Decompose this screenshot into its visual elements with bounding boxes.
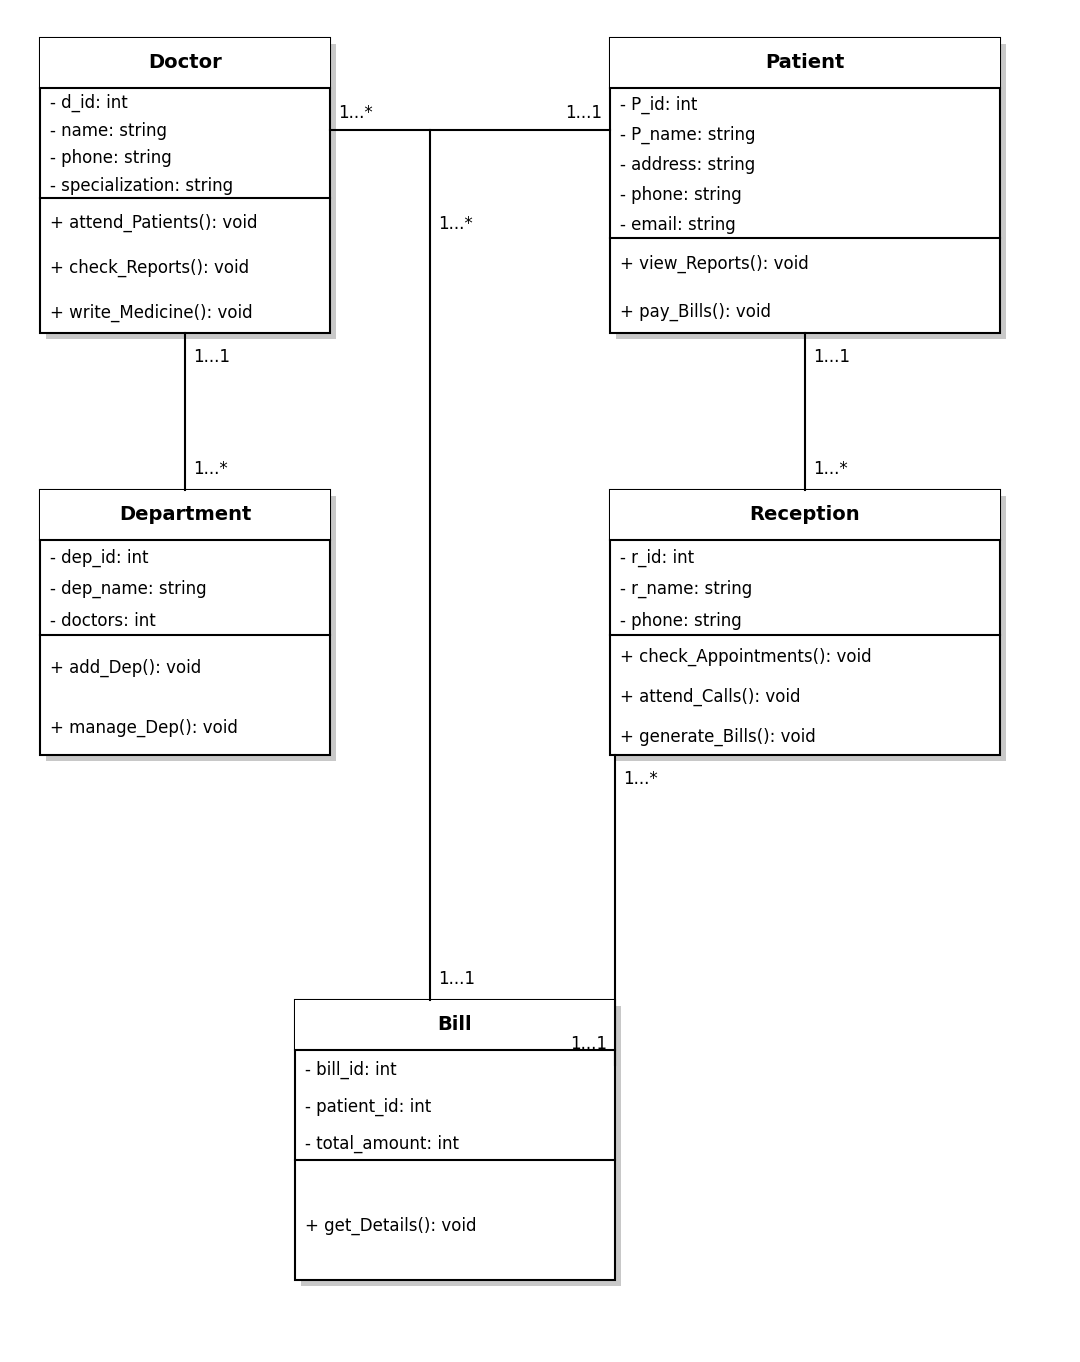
Text: Doctor: Doctor [148, 53, 221, 72]
Bar [40, 38, 330, 332]
Text: - r_name: string: - r_name: string [620, 580, 753, 598]
Text: - dep_id: int: - dep_id: int [50, 549, 149, 567]
Bar [295, 1000, 615, 1280]
Text: + check_Appointments(): void: + check_Appointments(): void [620, 648, 872, 666]
Text: + check_Reports(): void: + check_Reports(): void [50, 259, 249, 276]
Text: + get_Details(): void: + get_Details(): void [305, 1216, 476, 1235]
Text: + attend_Calls(): void: + attend_Calls(): void [620, 688, 800, 706]
Bar [610, 38, 1000, 89]
Text: 1...*: 1...* [438, 215, 473, 233]
Text: + manage_Dep(): void: + manage_Dep(): void [50, 719, 238, 737]
Text: - phone: string: - phone: string [620, 185, 742, 203]
Bar [40, 490, 330, 539]
Bar [616, 496, 1005, 761]
Text: - P_id: int: - P_id: int [620, 95, 698, 113]
Bar [46, 496, 336, 761]
Text: - d_id: int: - d_id: int [50, 94, 127, 112]
Text: 1...*: 1...* [338, 104, 373, 123]
Bar [46, 44, 336, 339]
Text: 1...1: 1...1 [813, 349, 850, 366]
Text: - email: string: - email: string [620, 215, 735, 233]
Text: Reception: Reception [750, 505, 861, 524]
Text: + write_Medicine(): void: + write_Medicine(): void [50, 304, 253, 321]
Text: - phone: string: - phone: string [620, 612, 742, 629]
Text: 1...*: 1...* [193, 460, 228, 478]
Bar [610, 490, 1000, 539]
Text: 1...1: 1...1 [438, 970, 475, 987]
Text: - dep_name: string: - dep_name: string [50, 580, 206, 598]
Text: - specialization: string: - specialization: string [50, 177, 233, 195]
Text: + pay_Bills(): void: + pay_Bills(): void [620, 302, 771, 321]
Text: - r_id: int: - r_id: int [620, 549, 694, 567]
Text: + add_Dep(): void: + add_Dep(): void [50, 659, 201, 677]
Text: Bill: Bill [437, 1016, 472, 1035]
Bar [40, 490, 330, 755]
Text: 1...1: 1...1 [193, 349, 230, 366]
Text: - address: string: - address: string [620, 155, 755, 173]
Text: + view_Reports(): void: + view_Reports(): void [620, 255, 809, 274]
Text: - patient_id: int: - patient_id: int [305, 1098, 431, 1115]
Text: 1...1: 1...1 [570, 1035, 607, 1053]
Bar [610, 490, 1000, 755]
Text: - total_amount: int: - total_amount: int [305, 1135, 459, 1152]
Text: - phone: string: - phone: string [50, 148, 172, 168]
Bar [616, 44, 1005, 339]
Text: 1...*: 1...* [813, 460, 848, 478]
Text: - name: string: - name: string [50, 121, 167, 140]
Text: Department: Department [119, 505, 252, 524]
Text: - P_name: string: - P_name: string [620, 125, 756, 143]
Text: 1...1: 1...1 [565, 104, 602, 123]
Bar [301, 1007, 621, 1286]
Bar [610, 38, 1000, 332]
Text: 1...*: 1...* [623, 770, 658, 789]
Text: Patient: Patient [766, 53, 845, 72]
Text: + generate_Bills(): void: + generate_Bills(): void [620, 727, 815, 746]
Text: - bill_id: int: - bill_id: int [305, 1061, 396, 1079]
Bar [295, 1000, 615, 1050]
Text: + attend_Patients(): void: + attend_Patients(): void [50, 214, 257, 232]
Bar [40, 38, 330, 89]
Text: - doctors: int: - doctors: int [50, 612, 156, 629]
